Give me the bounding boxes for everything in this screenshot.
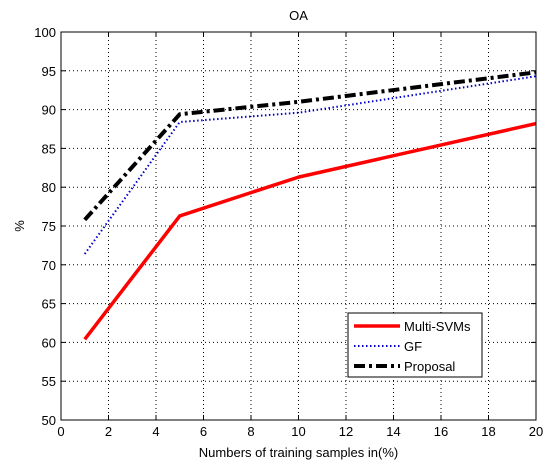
- x-tick-label: 0: [57, 424, 64, 439]
- legend-label-proposal: Proposal: [404, 359, 455, 374]
- y-tick-label: 85: [42, 141, 56, 156]
- y-tick-label: 100: [34, 25, 56, 40]
- x-tick-label: 20: [529, 424, 543, 439]
- y-tick-label: 80: [42, 180, 56, 195]
- y-tick-label: 65: [42, 297, 56, 312]
- y-tick-label: 55: [42, 374, 56, 389]
- y-axis-label: %: [12, 220, 27, 232]
- y-tick-label: 75: [42, 219, 56, 234]
- y-tick-label: 90: [42, 103, 56, 118]
- x-tick-label: 4: [152, 424, 159, 439]
- series-line-proposal: [83, 70, 537, 222]
- y-tick-label: 70: [42, 258, 56, 273]
- chart-title: OA: [289, 8, 308, 23]
- series-line-gf: [83, 75, 537, 255]
- x-tick-label: 14: [386, 424, 400, 439]
- tick-layer: 0 2 4 6 8 10 12 14 16 18 20 50 55 60 65 70 75 80 85 90 95 100: [34, 25, 543, 439]
- x-tick-label: 16: [434, 424, 448, 439]
- series-layer: [83, 70, 537, 341]
- x-tick-label: 12: [339, 424, 353, 439]
- series-line-multi-svms: [83, 121, 537, 341]
- x-axis-label: Numbers of training samples in(%): [199, 445, 398, 460]
- x-tick-label: 18: [481, 424, 495, 439]
- x-tick-label: 8: [247, 424, 254, 439]
- x-tick-label: 10: [291, 424, 305, 439]
- legend-label-multi-svms: Multi-SVMs: [404, 319, 471, 334]
- y-tick-label: 95: [42, 64, 56, 79]
- x-tick-label: 6: [200, 424, 207, 439]
- legend-label-gf: GF: [404, 339, 422, 354]
- y-tick-label: 50: [42, 413, 56, 428]
- x-tick-label: 2: [105, 424, 112, 439]
- legend: Multi-SVMs GF Proposal: [347, 312, 483, 378]
- y-tick-label: 60: [42, 335, 56, 350]
